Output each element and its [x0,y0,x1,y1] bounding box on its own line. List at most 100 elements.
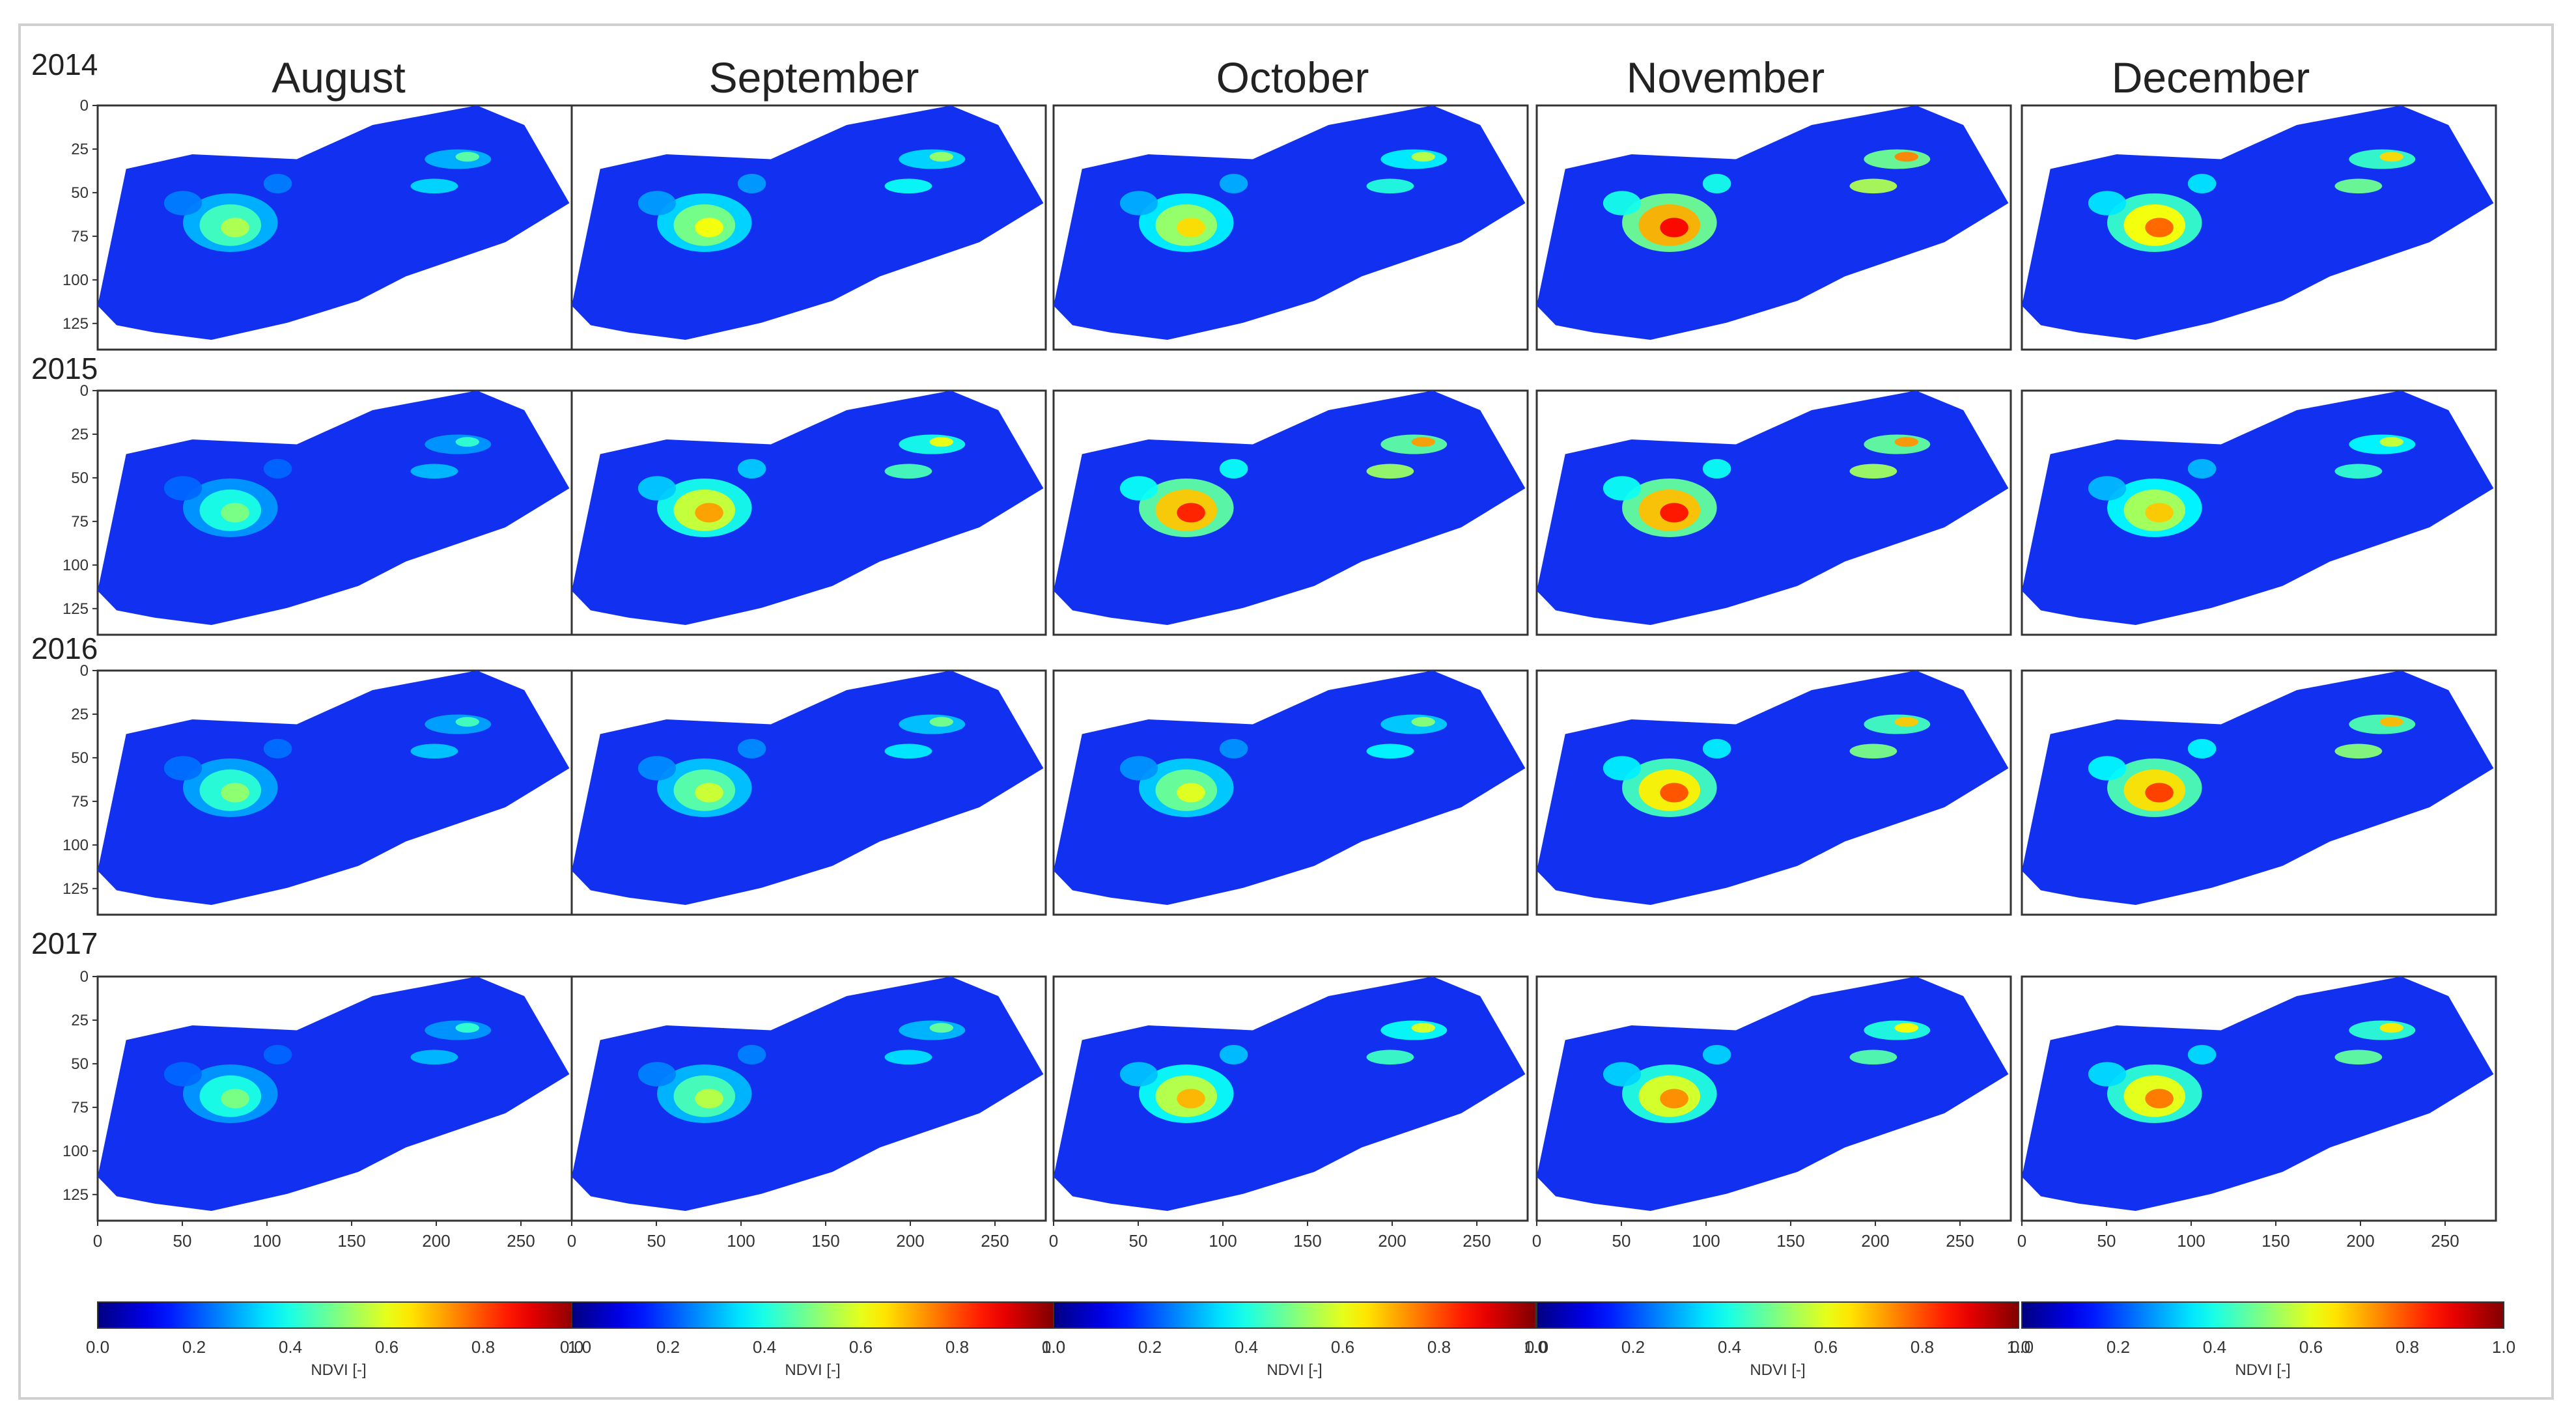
ndvi-patch [737,1045,766,1064]
colorbar-tick-label: 1.0 [568,1337,591,1357]
month-label: November [1627,53,1825,102]
y-tick-label: 75 [71,793,89,811]
x-tick-label: 150 [1776,1231,1804,1251]
ndvi-patch [1660,217,1688,238]
y-tick-label: 50 [71,749,89,767]
ndvi-patch [1660,503,1688,523]
ndvi-patch [2379,437,2403,447]
ndvi-patch [1177,503,1205,523]
ndvi-patch [410,1049,458,1065]
ndvi-patch [455,152,479,162]
y-tick-label: 125 [63,1186,89,1204]
ndvi-patch [2145,783,2174,803]
ndvi-patch [410,743,458,759]
y-tick-label: 100 [63,271,89,289]
heatmap-panel [1535,104,2012,351]
x-tick-label: 200 [896,1231,924,1251]
colorbar: 0.0 0.2 0.4 0.6 0.8 1.0 NDVI [-] [1042,1301,1547,1379]
ndvi-patch [410,464,458,479]
colorbar-tick-label: 0.2 [2107,1337,2130,1357]
y-tick-label: 25 [71,706,89,723]
colorbar-tick-label: 0.0 [1042,1337,1065,1357]
ndvi-patch [2145,217,2174,238]
colorbar: 0.0 0.2 0.4 0.6 0.8 1.0 NDVI [-] [86,1301,591,1379]
ndvi-patch [884,464,932,479]
ndvi-patch [1894,437,1918,447]
ndvi-patch [1603,191,1642,215]
heatmap-panel [2021,104,2497,351]
ndvi-patch [1702,1045,1731,1064]
heatmap-panel [1052,669,1529,916]
x-tick-label: 0 [1049,1231,1058,1251]
ndvi-patch [929,437,954,447]
ndvi-patch [263,174,292,193]
ndvi-patch [1366,178,1414,194]
x-tick-label: 100 [1209,1231,1237,1251]
x-tick-label: 150 [811,1231,839,1251]
ndvi-patch [637,756,677,781]
ndvi-patch [1119,1062,1158,1087]
y-tick-label: 0 [80,662,89,680]
colorbar-tick-label: 0.4 [2203,1337,2226,1357]
ndvi-patch [1849,178,1897,194]
colorbar-label: NDVI [-] [2235,1361,2290,1379]
heatmap-panel [1535,669,2012,916]
x-tick-label: 250 [981,1231,1009,1251]
ndvi-patch [2334,464,2383,479]
ndvi-patch [637,476,677,501]
ndvi-patch [2088,191,2127,215]
ndvi-patch [2187,1045,2217,1064]
colorbar-tick-label: 0.4 [1718,1337,1741,1357]
x-tick-label: 50 [2097,1231,2116,1251]
y-tick-label: 25 [71,426,89,443]
ndvi-patch [2334,178,2383,194]
heatmap-panel: 0 25 50 75 100 125 [63,97,573,351]
ndvi-patch [1177,783,1205,803]
colorbar-tick-label: 0.6 [1331,1337,1354,1357]
ndvi-patch [2334,1049,2383,1065]
ndvi-patch [1894,152,1918,162]
ndvi-patch [1849,743,1897,759]
colorbar: 0.0 0.2 0.4 0.6 0.8 1.0 NDVI [-] [2010,1301,2515,1379]
ndvi-patch [1702,174,1731,193]
ndvi-patch [1411,717,1435,727]
y-tick-label: 75 [71,228,89,245]
ndvi-patch [163,191,203,215]
ndvi-patch [1849,464,1897,479]
colorbar-label: NDVI [-] [1750,1361,1805,1379]
ndvi-patch [929,717,954,727]
month-label: September [709,53,919,102]
y-tick-label: 75 [71,513,89,531]
colorbar: 0.0 0.2 0.4 0.6 0.8 1.0 NDVI [-] [1525,1301,2030,1379]
x-tick-label: 250 [1463,1231,1491,1251]
heatmap-panel: 0 50 100 150 200 250 [567,975,1047,1251]
x-tick-label: 100 [253,1231,281,1251]
x-tick-label: 200 [1378,1231,1406,1251]
colorbar-tick-label: 0.2 [656,1337,680,1357]
y-tick-label: 50 [71,184,89,202]
ndvi-patch [263,1045,292,1064]
x-tick-label: 250 [1946,1231,1974,1251]
colorbar-gradient [1536,1301,2019,1329]
ndvi-patch [695,1089,723,1109]
ndvi-patch [1894,1023,1918,1033]
year-label: 2014 [31,48,98,81]
ndvi-patch [410,178,458,194]
colorbar-tick-label: 0.8 [1911,1337,1934,1357]
colorbar-tick-label: 0.6 [2299,1337,2323,1357]
y-tick-label: 125 [63,600,89,618]
ndvi-patch [637,191,677,215]
ndvi-patch [2088,756,2127,781]
y-tick-label: 25 [71,1012,89,1029]
colorbar-tick-label: 0.0 [86,1337,109,1357]
x-tick-label: 50 [173,1231,192,1251]
ndvi-patch [1702,739,1731,758]
colorbar-tick-label: 1.0 [2007,1337,2030,1357]
x-tick-label: 0 [2017,1231,2026,1251]
colorbar-tick-label: 1.0 [1524,1337,1547,1357]
colorbar-tick-label: 0.0 [560,1337,583,1357]
ndvi-patch [1219,739,1248,758]
heatmap-panel [570,669,1047,916]
ndvi-patch [1366,1049,1414,1065]
colorbar-tick-label: 1.0 [1042,1337,1065,1357]
